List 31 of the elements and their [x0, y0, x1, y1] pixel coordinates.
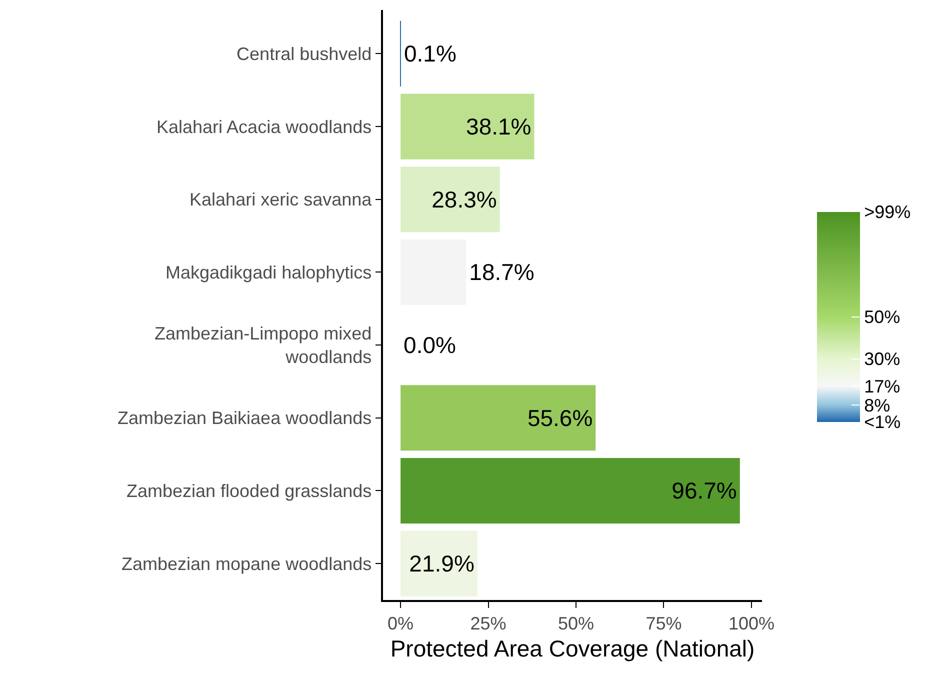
- y-tick-label: Kalahari Acacia woodlands: [156, 116, 372, 137]
- y-tick-label: Zambezian-Limpopo mixed woodlands: [154, 324, 372, 368]
- y-tick-label: Zambezian Baikiaea woodlands: [117, 408, 372, 428]
- color-bar-label: 30%: [864, 349, 900, 370]
- data-label: 28.3%: [432, 186, 497, 212]
- color-bar-label: >99%: [864, 202, 911, 222]
- x-axis-title: Protected Area Coverage (National): [390, 635, 755, 662]
- color-bar-label: 17%: [864, 376, 900, 396]
- y-tick-label: Zambezian mopane woodlands: [121, 554, 372, 574]
- bar: [400, 94, 534, 160]
- x-tick-label: 50%: [558, 613, 594, 634]
- color-bar-label: 50%: [864, 307, 900, 328]
- bar: [400, 166, 500, 232]
- x-tick-label: 0%: [388, 613, 414, 634]
- bar: [400, 458, 740, 524]
- y-tick-label: Kalahari xeric savanna: [190, 190, 373, 210]
- data-label: 0.1%: [404, 40, 456, 67]
- y-tick-label: Zambezian flooded grasslands: [126, 481, 372, 502]
- data-label: 96.7%: [672, 478, 737, 504]
- data-label: 38.1%: [466, 114, 532, 140]
- data-label: 55.6%: [527, 404, 593, 431]
- x-tick-label: 25%: [470, 613, 506, 634]
- bar: [400, 530, 478, 596]
- data-label: 18.7%: [469, 259, 534, 286]
- y-tick-label: Makgadikgadi halophytics: [166, 262, 372, 283]
- bar: [400, 385, 596, 451]
- data-label: 0.0%: [404, 332, 456, 358]
- y-tick-label: Central bushveld: [236, 44, 372, 64]
- data-label: 21.9%: [409, 550, 474, 577]
- x-tick-label: 100%: [728, 613, 774, 634]
- x-tick-label: 75%: [646, 613, 682, 634]
